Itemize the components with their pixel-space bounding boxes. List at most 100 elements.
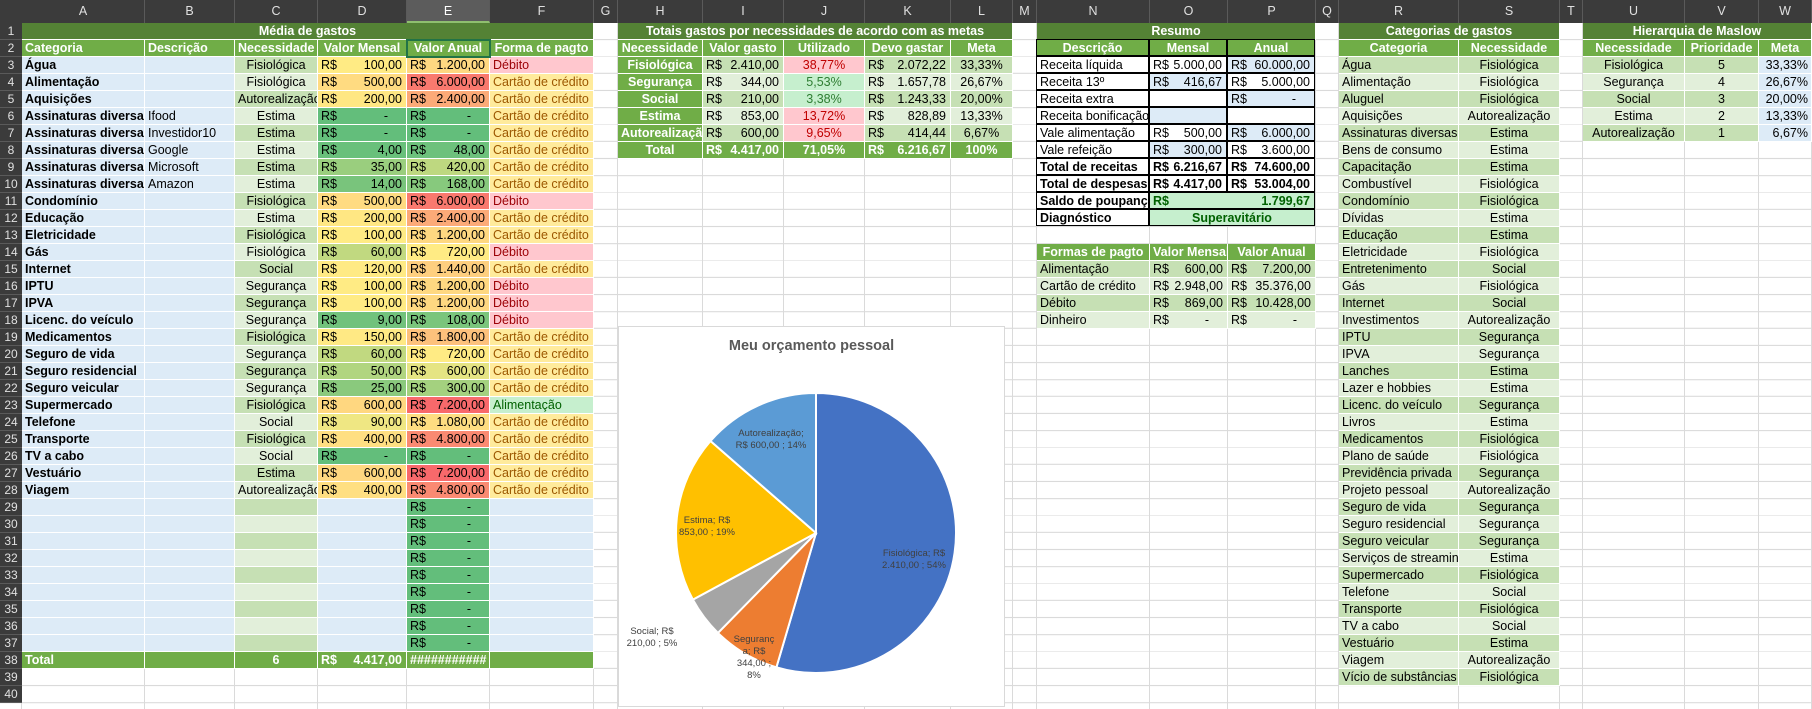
gastos-forma-pagto[interactable]: Cartão de crédito	[490, 380, 594, 397]
gastos-valor-anual[interactable]: R$ -	[407, 516, 490, 533]
empty-cell[interactable]	[318, 499, 407, 516]
gastos-forma-pagto[interactable]: Débito	[490, 244, 594, 261]
categorias-necessidade[interactable]: Estima	[1459, 363, 1560, 380]
totais-valor-gasto[interactable]: R$ 344,00	[703, 74, 784, 91]
empty-cell[interactable]	[145, 618, 235, 635]
column-header-w[interactable]: W	[1759, 0, 1812, 23]
column-header-t[interactable]: T	[1560, 0, 1583, 23]
categorias-necessidade[interactable]: Estima	[1459, 227, 1560, 244]
formas-anual[interactable]: R$ 10.428,00	[1228, 295, 1316, 312]
formas-forma[interactable]: Alimentação	[1037, 261, 1150, 278]
row-header-36[interactable]: 36	[0, 618, 22, 635]
categorias-categoria[interactable]: Assinaturas diversas	[1339, 125, 1459, 142]
gastos-categoria[interactable]: Vestuário	[22, 465, 145, 482]
gastos-necessidade[interactable]: Fisiológica	[235, 329, 318, 346]
gastos-valor-anual[interactable]: R$ 2.400,00	[407, 91, 490, 108]
column-header-a[interactable]: A	[22, 0, 145, 23]
gastos-descricao[interactable]	[145, 397, 235, 414]
gastos-valor-mensal[interactable]: R$ 200,00	[318, 91, 407, 108]
column-header-s[interactable]: S	[1459, 0, 1560, 23]
resumo-mensal[interactable]: R$ 416,67	[1149, 73, 1227, 90]
categorias-categoria[interactable]: Lazer e hobbies	[1339, 380, 1459, 397]
totais-utilizado[interactable]: 3,38%	[784, 91, 865, 108]
gastos-categoria[interactable]: Licenc. do veículo	[22, 312, 145, 329]
gastos-necessidade[interactable]: Segurança	[235, 380, 318, 397]
gastos-forma-pagto[interactable]: Débito	[490, 193, 594, 210]
categorias-categoria[interactable]: Entretenimento	[1339, 261, 1459, 278]
empty-cell[interactable]	[490, 499, 594, 516]
gastos-forma-pagto[interactable]: Cartão de crédito	[490, 210, 594, 227]
empty-cell[interactable]	[490, 567, 594, 584]
totais-header-valor-gasto[interactable]: Valor gasto	[703, 40, 784, 57]
column-header-b[interactable]: B	[145, 0, 235, 23]
gastos-categoria[interactable]: Assinaturas diversas	[22, 176, 145, 193]
gastos-categoria[interactable]: Alimentação	[22, 74, 145, 91]
categorias-necessidade[interactable]: Social	[1459, 295, 1560, 312]
gastos-necessidade[interactable]: Social	[235, 414, 318, 431]
row-header-4[interactable]: 4	[0, 74, 22, 91]
totais-valor-gasto[interactable]: R$ 2.410,00	[703, 57, 784, 74]
resumo-anual[interactable]: R$ 53.004,00	[1227, 175, 1315, 192]
totais-devo-gastar[interactable]: R$ 1.657,78	[865, 74, 951, 91]
maslow-necessidade[interactable]: Social	[1583, 91, 1685, 108]
gastos-categoria[interactable]: Telefone	[22, 414, 145, 431]
gastos-necessidade[interactable]: Estima	[235, 176, 318, 193]
gastos-forma-pagto[interactable]: Cartão de crédito	[490, 125, 594, 142]
gastos-valor-mensal[interactable]: R$ 500,00	[318, 74, 407, 91]
categorias-categoria[interactable]: Alimentação	[1339, 74, 1459, 91]
empty-cell[interactable]	[235, 516, 318, 533]
maslow-necessidade[interactable]: Autorealização	[1583, 125, 1685, 142]
gastos-necessidade[interactable]: Segurança	[235, 363, 318, 380]
column-header-e[interactable]: E	[407, 0, 490, 23]
gastos-valor-anual[interactable]: R$ -	[407, 618, 490, 635]
gastos-descricao[interactable]	[145, 465, 235, 482]
formas-header-valor-anual[interactable]: Valor Anual	[1228, 244, 1316, 261]
gastos-forma-pagto[interactable]: Cartão de crédito	[490, 159, 594, 176]
gastos-valor-anual[interactable]: R$ 1.080,00	[407, 414, 490, 431]
categorias-necessidade[interactable]: Estima	[1459, 125, 1560, 142]
gastos-necessidade[interactable]: Estima	[235, 125, 318, 142]
categorias-categoria[interactable]: Plano de saúde	[1339, 448, 1459, 465]
column-header-i[interactable]: I	[703, 0, 784, 23]
categorias-necessidade[interactable]: Segurança	[1459, 465, 1560, 482]
gastos-valor-anual[interactable]: R$ 1.200,00	[407, 227, 490, 244]
gastos-valor-mensal[interactable]: R$ 50,00	[318, 363, 407, 380]
gastos-categoria[interactable]: Internet	[22, 261, 145, 278]
gastos-descricao[interactable]	[145, 414, 235, 431]
resumo-header-anual[interactable]: Anual	[1227, 39, 1315, 56]
gastos-valor-anual[interactable]: R$ 420,00	[407, 159, 490, 176]
categorias-categoria[interactable]: Capacitação	[1339, 159, 1459, 176]
row-header-23[interactable]: 23	[0, 397, 22, 414]
categorias-categoria[interactable]: Internet	[1339, 295, 1459, 312]
gastos-categoria[interactable]: Seguro veicular	[22, 380, 145, 397]
totais-total-meta[interactable]: 100%	[951, 142, 1013, 159]
gastos-descricao[interactable]: Amazon	[145, 176, 235, 193]
gastos-valor-anual[interactable]: R$ -	[407, 567, 490, 584]
column-header-v[interactable]: V	[1685, 0, 1759, 23]
column-header-o[interactable]: O	[1150, 0, 1228, 23]
gastos-valor-anual[interactable]: R$ 1.800,00	[407, 329, 490, 346]
categorias-necessidade[interactable]: Segurança	[1459, 397, 1560, 414]
maslow-prioridade[interactable]: 5	[1685, 57, 1759, 74]
resumo-mensal[interactable]: R$ 300,00	[1149, 141, 1227, 158]
gastos-forma-pagto[interactable]: Cartão de crédito	[490, 448, 594, 465]
categorias-necessidade[interactable]: Autorealização	[1459, 652, 1560, 669]
gastos-valor-anual[interactable]: R$ 4.800,00	[407, 482, 490, 499]
column-header-d[interactable]: D	[318, 0, 407, 23]
totais-meta[interactable]: 13,33%	[951, 108, 1013, 125]
resumo-mensal[interactable]: R$ 5.000,00	[1149, 56, 1227, 73]
gastos-valor-anual[interactable]: R$ 168,00	[407, 176, 490, 193]
pie-slice-estima[interactable]	[675, 439, 818, 601]
empty-cell[interactable]	[490, 635, 594, 652]
row-header-5[interactable]: 5	[0, 91, 22, 108]
resumo-anual[interactable]: R$ 3.600,00	[1227, 141, 1315, 158]
categorias-necessidade[interactable]: Fisiológica	[1459, 176, 1560, 193]
saldo-value[interactable]: R$ 1.799,67	[1149, 192, 1315, 209]
gastos-necessidade[interactable]: Segurança	[235, 295, 318, 312]
diagnostico-value[interactable]: Superavitário	[1149, 209, 1315, 226]
gastos-categoria[interactable]: Assinaturas diversas	[22, 125, 145, 142]
gastos-valor-anual[interactable]: R$ 2.400,00	[407, 210, 490, 227]
empty-cell[interactable]	[145, 652, 235, 669]
categorias-categoria[interactable]: Vestuário	[1339, 635, 1459, 652]
categorias-necessidade[interactable]: Estima	[1459, 550, 1560, 567]
